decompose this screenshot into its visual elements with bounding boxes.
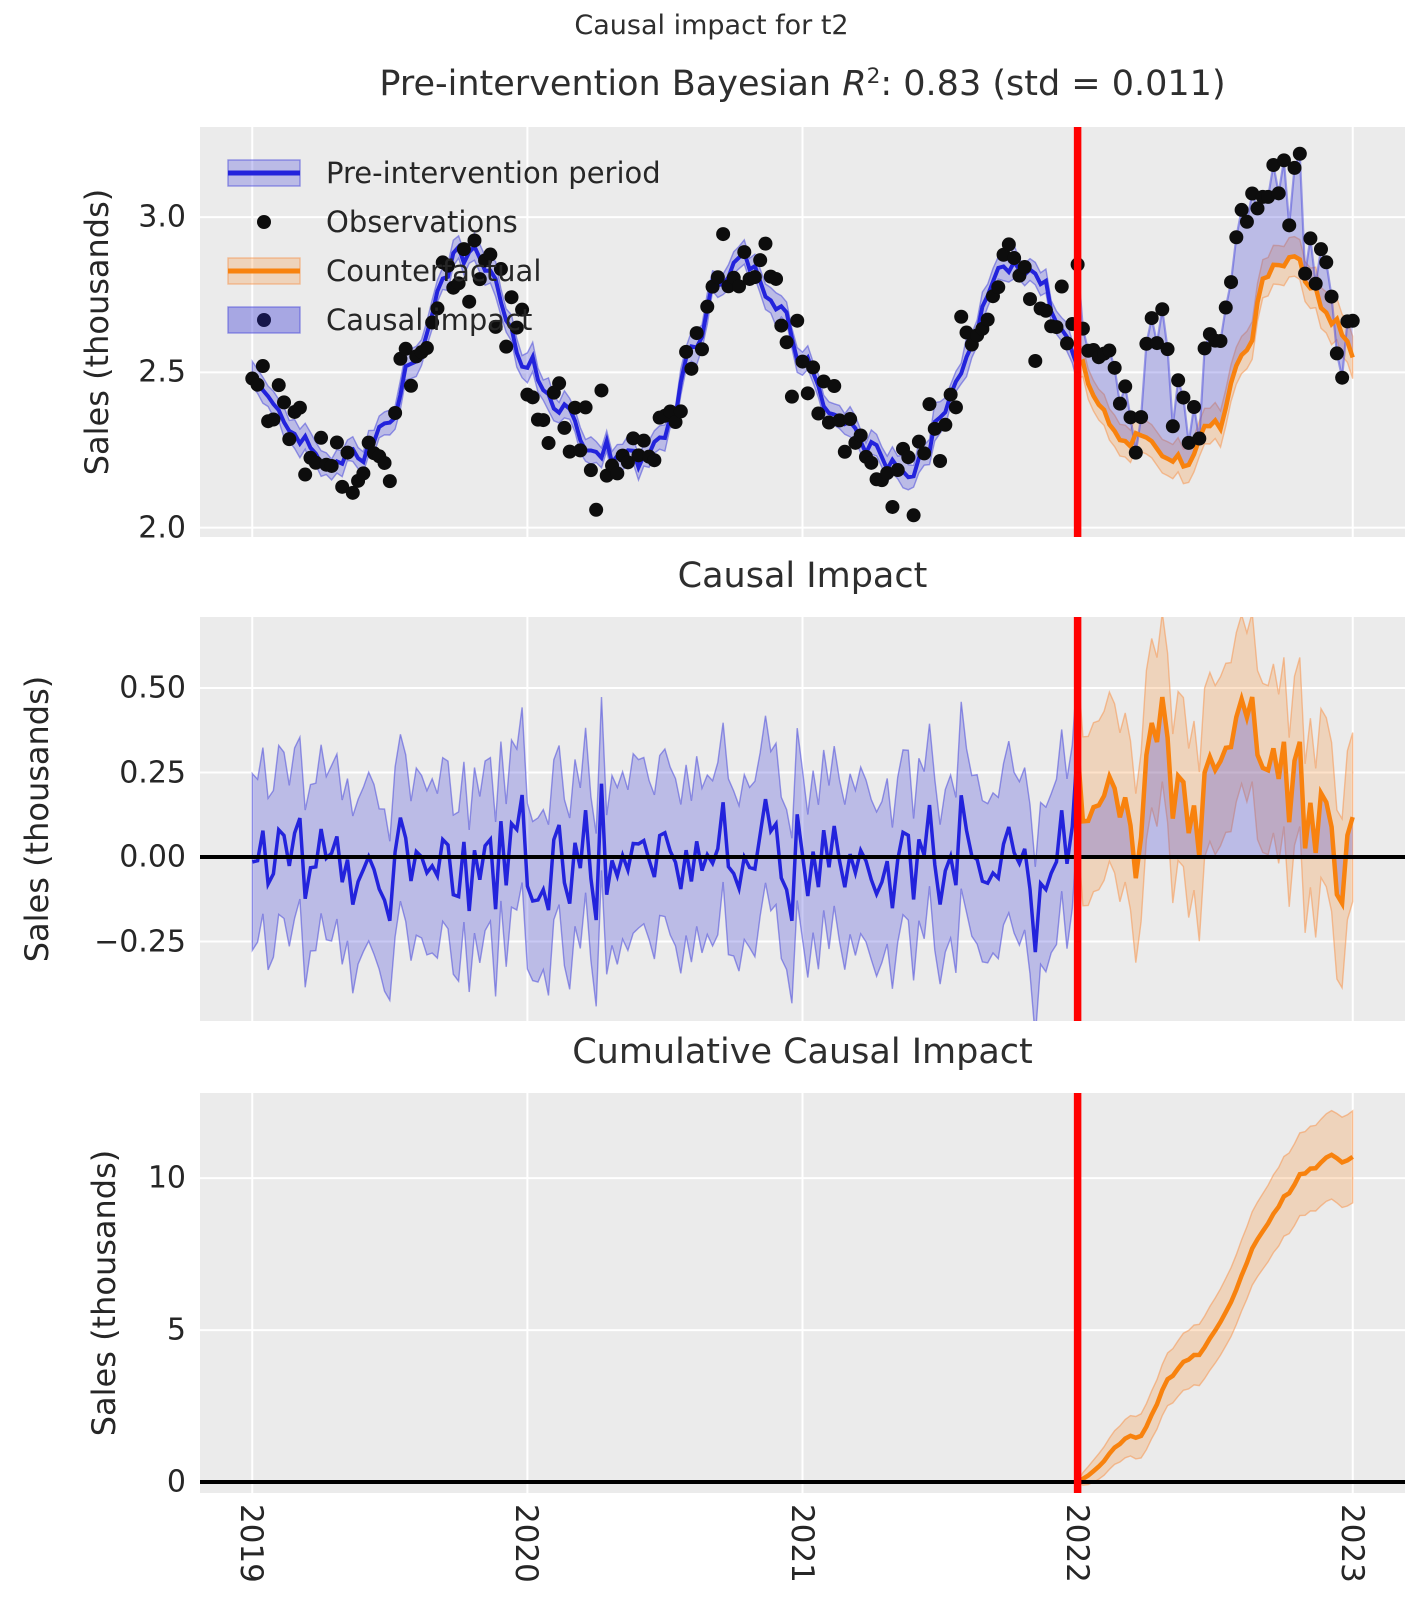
legend-swatch-impact-dot <box>257 313 271 327</box>
panel1-title-r-symbol: R <box>842 64 867 104</box>
panel3-plot-area <box>200 1093 1405 1493</box>
counterfactual-band <box>1076 235 1354 485</box>
panel3-ytick-label: 0 <box>166 1464 186 1500</box>
panel3-canvas <box>200 1093 1405 1493</box>
xtick-label: 2021 <box>783 1504 820 1583</box>
panel3-ylabel: Sales (thousands) <box>85 1149 123 1437</box>
xtick-label: 2022 <box>1058 1504 1095 1583</box>
xtick-label: 2020 <box>508 1504 545 1583</box>
panel2-plot-area <box>200 617 1405 1021</box>
panel2-title: Causal Impact <box>677 556 928 596</box>
pre-impact-line <box>251 744 1080 953</box>
post-impact-band <box>1076 617 1354 991</box>
legend-swatch-dot <box>257 215 271 229</box>
panel1-plot-area: Pre-intervention period Observations Count… <box>200 127 1405 537</box>
post-impact-line <box>1075 691 1355 911</box>
panel2-ylabel: Sales (thousands) <box>18 675 56 963</box>
cumulative-line <box>1076 1152 1354 1485</box>
panel1-title-exponent: 2 <box>866 64 881 90</box>
panel1-ytick-label: 2.0 <box>138 510 186 546</box>
panel1-canvas: Pre-intervention period Observations Count… <box>200 127 1405 537</box>
legend-label: Pre-intervention period <box>326 156 661 190</box>
xtick-label: 2019 <box>233 1504 270 1583</box>
panel1-title: Pre-intervention Bayesian R2: 0.83 (std … <box>200 64 1405 104</box>
pre-intervention-fit-line <box>250 243 1080 480</box>
panel2-canvas <box>200 617 1405 1021</box>
counterfactual-line <box>1076 254 1355 470</box>
legend-label: Causal impact <box>326 303 532 337</box>
legend-label: Counterfactual <box>326 254 541 288</box>
panel3-title: Cumulative Causal Impact <box>572 1032 1033 1072</box>
panel1-title-prefix: Pre-intervention Bayesian <box>379 64 843 104</box>
xtick-label: 2023 <box>1333 1504 1370 1583</box>
panel1-title-suffix: : 0.83 (std = 0.011) <box>880 64 1226 104</box>
legend-label: Observations <box>326 205 518 239</box>
legend: Pre-intervention period Observations Count… <box>227 156 661 337</box>
observation-dots <box>245 146 1360 523</box>
causal-impact-fill <box>1077 153 1353 467</box>
panel1-ylabel: Sales (thousands) <box>78 188 116 476</box>
figure-suptitle: Causal impact for t2 <box>574 10 849 41</box>
